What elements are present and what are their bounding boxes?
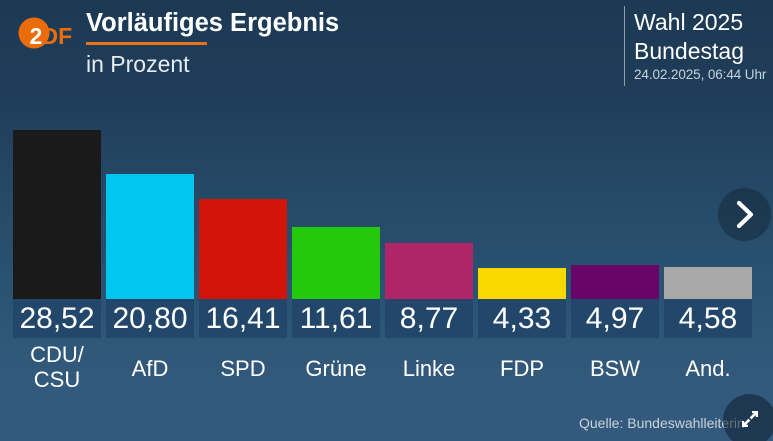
svg-text:2: 2 [30, 23, 43, 49]
svg-text:DF: DF [42, 23, 73, 49]
